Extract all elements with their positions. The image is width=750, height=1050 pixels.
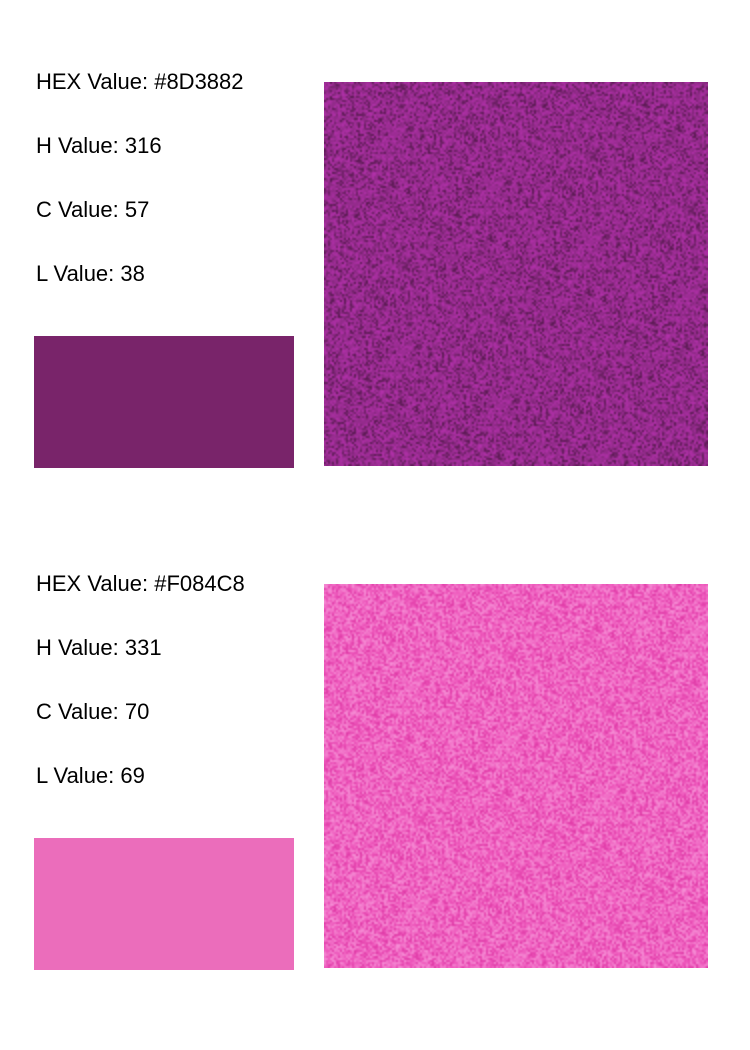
h-value-label: H Value: 331 <box>36 635 162 660</box>
hex-value-label: HEX Value: #F084C8 <box>36 571 245 596</box>
noise-texture-swatch <box>324 584 708 968</box>
color-panel-1: HEX Value: #8D3882 H Value: 316 C Value:… <box>0 62 750 468</box>
l-value-label: L Value: 38 <box>36 261 145 286</box>
c-value-label: C Value: 57 <box>36 197 150 222</box>
hex-value-label: HEX Value: #8D3882 <box>36 69 244 94</box>
noise-texture-swatch <box>324 82 708 466</box>
color-panel-2: HEX Value: #F084C8 H Value: 331 C Value:… <box>0 564 750 970</box>
solid-color-swatch <box>34 838 294 970</box>
solid-color-swatch <box>34 336 294 468</box>
c-value-label: C Value: 70 <box>36 699 150 724</box>
l-value-label: L Value: 69 <box>36 763 145 788</box>
h-value-label: H Value: 316 <box>36 133 162 158</box>
